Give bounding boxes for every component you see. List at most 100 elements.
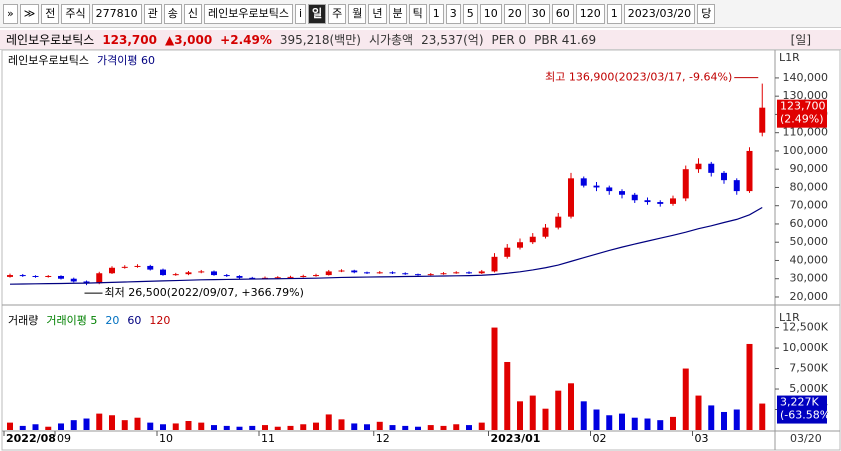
candle-body [96,273,103,284]
price: 123,700 [102,32,157,47]
toolbar-button[interactable]: 2023/03/20 [623,3,696,24]
toolbar-button[interactable]: 레인보우로보틱스 [204,3,293,24]
stock-name: 레인보우로보틱스 [6,33,95,47]
y-tick-label: 110,000 [783,126,829,139]
candle-body [733,180,740,192]
volume-bar [721,411,727,430]
toolbar-button[interactable]: 주식 [61,3,90,24]
legend-entry: 60 [127,314,141,327]
toolbar-button[interactable]: 1 [606,3,622,24]
last-change: (2.49%) [780,113,824,126]
candle-body [580,178,587,186]
candle-body [657,202,664,204]
toolbar-button[interactable]: 5 [462,3,478,24]
toolbar-button[interactable]: 월 [348,3,367,24]
toolbar-button[interactable]: » [3,3,18,24]
y-tick-label: 20,000 [790,290,829,303]
toolbar-button[interactable]: 신 [183,3,202,24]
candle-body [364,272,370,274]
toolbar-button[interactable]: 20 [503,3,526,24]
y-tick-label: 80,000 [790,180,829,193]
candle-body [160,269,166,276]
period: [일] [790,33,811,47]
y-tick-label: 7,500K [789,362,828,375]
candle-body [172,274,179,276]
candle-body [542,227,549,237]
candle-body [338,270,345,272]
toolbar-button[interactable]: 틱 [408,3,427,24]
y-tick-label: 30,000 [790,272,829,285]
scale-label: L1R [779,311,800,324]
toolbar-button[interactable]: 주 [328,3,347,24]
change-pct: +2.49% [220,32,272,47]
volume-bar [402,425,409,430]
candle-body [325,271,332,276]
volume-bar [657,420,664,430]
x-tick-label: 11 [261,432,275,445]
toolbar-button[interactable]: 년 [368,3,387,24]
trade-value: 395,218(백만) [279,33,361,47]
candle-body [198,271,205,273]
toolbar-button[interactable]: 송 [163,3,182,24]
toolbar-button[interactable]: 10 [479,3,502,24]
toolbar-button[interactable]: 120 [575,3,605,24]
volume-bar [364,424,370,430]
chart: 20,000 30,000 40,000 50,000 60,000 70,000 80,0… [1,50,841,451]
legend-entry: 레인보우로보틱스 [8,54,89,67]
volume-bar [134,417,141,430]
candle-body [121,266,128,268]
toolbar-button[interactable]: i [294,3,307,24]
last-price: 123,700 [780,100,826,113]
candle-body [440,273,447,275]
volume-bar [70,420,77,430]
toolbar-button[interactable]: 관 [143,3,162,24]
candle-body [376,272,383,274]
toolbar-button[interactable]: 277810 [91,3,142,24]
toolbar-button[interactable]: 60 [551,3,574,24]
toolbar-button[interactable]: 30 [527,3,550,24]
info-bar: 레인보우로보틱스 123,700 ▲3,000 +2.49% 395,218(백… [0,30,841,50]
volume-bar [593,409,600,430]
candle-body [211,271,217,276]
toolbar-button[interactable]: 전 [41,3,60,24]
y-tick-label: 100,000 [783,144,829,157]
candle-body [517,242,523,248]
volume-bar [466,425,472,430]
candle-body [555,216,562,228]
volume-bar [733,409,740,430]
toolbar-button[interactable]: 3 [445,3,461,24]
candle-body [402,273,409,275]
volume-bar [631,417,638,430]
toolbar-button[interactable]: 당 [697,3,716,24]
volume-bar [427,425,434,430]
volume-bar [172,423,179,430]
candle-body [70,278,77,282]
candle-body [351,270,358,273]
last-volume: 3,227K [780,396,819,409]
volume-bar [249,425,256,430]
volume-bar [45,426,52,430]
candle-body [721,172,727,181]
per: PER 0 [491,32,527,47]
x-tick-label: 10 [159,432,173,445]
scale-label: L1R [779,51,800,64]
y-tick-label: 5,000K [789,382,828,395]
volume-bar [555,390,562,430]
volume-bar [147,422,154,430]
toolbar-button[interactable]: 분 [388,3,407,24]
x-tick-label: 02 [593,432,607,445]
volume-bar [440,425,447,430]
volume-bar [236,426,243,430]
y-tick-label: 12,500K [782,321,828,334]
volume-bar [325,414,332,430]
candle-body [45,275,52,277]
toolbar-button[interactable]: 일 [308,3,327,24]
y-tick-label: 40,000 [790,253,829,266]
candle-body [682,169,689,199]
candle-body [300,275,307,277]
pbr: PBR 41.69 [534,32,597,47]
volume-bar [478,422,485,430]
toolbar-button[interactable]: ≫ [19,3,40,24]
toolbar-button[interactable]: 1 [428,3,444,24]
